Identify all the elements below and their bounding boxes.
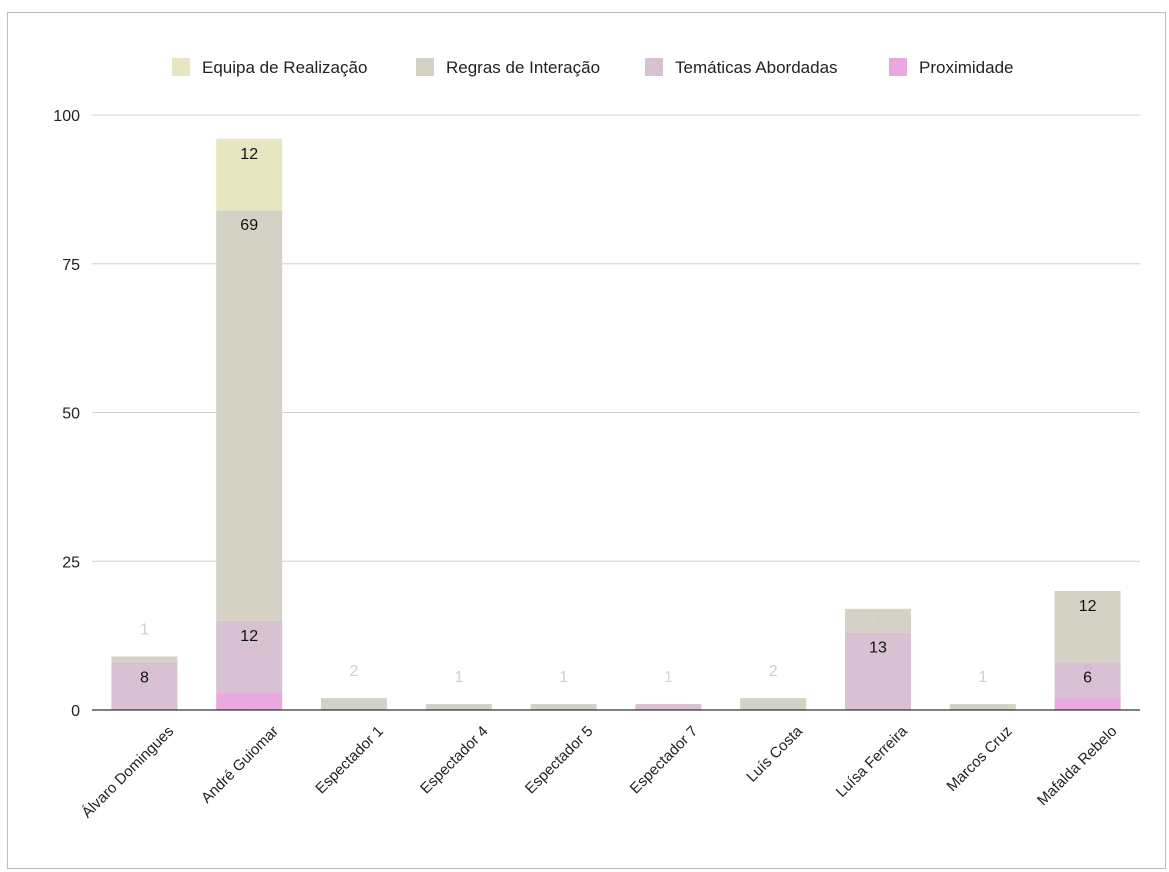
legend-swatch-regras-de-interacao: [416, 58, 434, 76]
legend-swatch-proximidade: [889, 58, 907, 76]
bar-andre-guiomar-tematicas-abordadas: [216, 620, 283, 693]
x-tick-label-alvaro-domingues: Álvaro Domingues: [79, 723, 178, 822]
y-tick-label-50: 50: [62, 406, 80, 423]
data-label-andre-guiomar-equipa-de-realizacao: 12: [240, 146, 258, 163]
data-label-espectador-5-regras-de-interacao: 1: [559, 669, 568, 686]
x-tick-label-espectador-5: Espectador 5: [522, 723, 597, 798]
bar-luisa-ferreira-tematicas-abordadas: [845, 632, 911, 710]
x-tick-label-espectador-4: Espectador 4: [417, 723, 492, 798]
data-label-marcos-cruz-regras-de-interacao: 1: [978, 669, 987, 686]
data-label-luisa-ferreira-tematicas-abordadas: 13: [869, 640, 887, 657]
y-tick-label-0: 0: [71, 703, 80, 720]
data-label-andre-guiomar-tematicas-abordadas: 12: [240, 628, 258, 645]
bar-alvaro-domingues-regras-de-interacao: [111, 656, 178, 663]
x-tick-label-luis-costa: Luís Costa: [743, 722, 806, 785]
bar-espectador-5-regras-de-interacao: [530, 704, 597, 710]
bar-andre-guiomar-proximidade: [216, 692, 283, 710]
bar-luisa-ferreira-regras-de-interacao: [845, 608, 911, 633]
x-tick-label-marcos-cruz: Marcos Cruz: [943, 723, 1015, 795]
data-label-alvaro-domingues-regras-de-interacao: 1: [140, 621, 149, 638]
y-axis-ticks: 0 25 50 75 100: [53, 108, 80, 720]
data-label-mafalda-rebelo-regras-de-interacao: 12: [1079, 598, 1097, 615]
data-label-luisa-ferreira-regras-de-interacao: 4: [874, 614, 883, 631]
bar-mafalda-rebelo-regras-de-interacao: [1054, 591, 1121, 663]
y-tick-label-75: 75: [62, 257, 80, 274]
legend-swatch-tematicas-abordadas: [645, 58, 663, 76]
bar-marcos-cruz-regras-de-interacao: [949, 704, 1016, 710]
y-tick-label-25: 25: [62, 554, 80, 571]
bar-espectador-7-tematicas-abordadas: [635, 704, 702, 710]
bar-alvaro-domingues-tematicas-abordadas: [111, 662, 178, 710]
legend-label-equipa-de-realizacao: Equipa de Realização: [202, 58, 367, 77]
bars: [111, 138, 1121, 710]
bar-luis-costa-regras-de-interacao: [740, 698, 807, 710]
x-tick-label-espectador-7: Espectador 7: [627, 723, 702, 798]
data-label-alvaro-domingues-tematicas-abordadas: 8: [140, 669, 149, 686]
bar-mafalda-rebelo-tematicas-abordadas: [1054, 662, 1121, 699]
data-label-espectador-4-regras-de-interacao: 1: [454, 669, 463, 686]
data-label-espectador-7-tematicas-abordadas: 1: [664, 669, 673, 686]
x-tick-label-mafalda-rebelo: Mafalda Rebelo: [1034, 723, 1120, 809]
legend: Equipa de Realização Regras de Interação T…: [172, 58, 1014, 77]
data-label-andre-guiomar-proximidade: 3: [245, 694, 254, 711]
bar-mafalda-rebelo-proximidade: [1054, 698, 1121, 710]
data-label-luis-costa-regras-de-interacao: 2: [769, 663, 778, 680]
data-label-andre-guiomar-regras-de-interacao: 69: [240, 217, 258, 234]
bar-andre-guiomar-equipa-de-realizacao: [216, 138, 283, 211]
data-label-mafalda-rebelo-proximidade: 2: [1083, 663, 1092, 680]
bar-espectador-4-regras-de-interacao: [425, 704, 492, 710]
legend-label-regras-de-interacao: Regras de Interação: [446, 58, 600, 77]
x-axis: Álvaro Domingues André Guiomar Espectador …: [79, 709, 1140, 822]
legend-label-tematicas-abordadas: Temáticas Abordadas: [675, 58, 838, 77]
legend-swatch-equipa-de-realizacao: [172, 58, 190, 76]
x-tick-label-espectador-1: Espectador 1: [312, 723, 387, 798]
bar-andre-guiomar-regras-de-interacao: [216, 210, 283, 621]
y-tick-label-100: 100: [53, 108, 80, 125]
x-tick-label-luisa-ferreira: Luísa Ferreira: [833, 722, 912, 801]
x-tick-label-andre-guiomar: André Guiomar: [198, 723, 282, 807]
data-label-espectador-1-regras-de-interacao: 2: [350, 663, 359, 680]
legend-label-proximidade: Proximidade: [919, 58, 1014, 77]
data-label-mafalda-rebelo-tematicas-abordadas: 6: [1083, 669, 1092, 686]
chart-frame: [7, 12, 1166, 869]
bar-espectador-1-regras-de-interacao: [321, 698, 387, 710]
